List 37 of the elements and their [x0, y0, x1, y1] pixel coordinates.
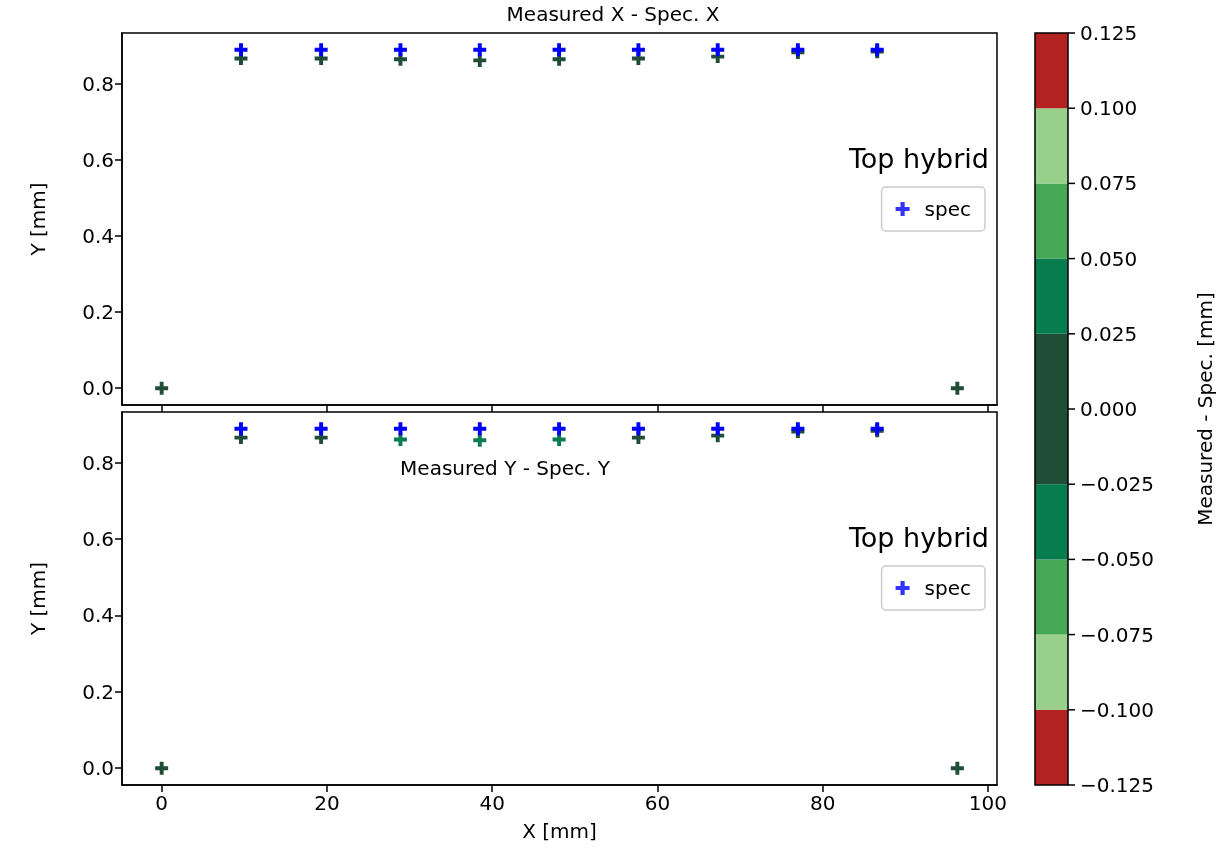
y-axis-title: Y [mm]: [26, 182, 50, 257]
color-bar-label: 0.100: [1080, 96, 1138, 121]
x-tick-label: 60: [644, 791, 671, 815]
color-bar-label: −0.025: [1080, 472, 1155, 497]
annotation: Top hybrid: [847, 143, 990, 174]
y-axis-title: Y [mm]: [26, 561, 50, 637]
color-bar-label: 0.125: [1080, 21, 1138, 45]
x-tick-label: 80: [809, 791, 836, 815]
x-tick-label: 100: [968, 791, 1007, 815]
x-axis-title: X [mm]: [522, 819, 597, 843]
x-tick-label: 40: [479, 791, 505, 815]
color-bar-label: −0.125: [1080, 773, 1155, 797]
color-bar-title: Measured - Spec. [mm]: [1193, 292, 1217, 526]
x-tick-label: 0: [155, 791, 169, 815]
color-bar-label: −0.100: [1080, 697, 1155, 722]
y-tick-label: 0.2: [82, 679, 114, 704]
color-bar-label: 0.075: [1080, 171, 1138, 196]
color-bar-label: 0.000: [1080, 397, 1138, 421]
y-tick-label: 0.8: [82, 71, 114, 96]
annotation: Top hybrid: [847, 522, 990, 553]
y-tick-label: 0.0: [82, 756, 114, 781]
x-tick-label: 20: [314, 791, 340, 815]
color-bar-label: 0.050: [1080, 246, 1138, 271]
color-bar-label: 0.025: [1080, 321, 1138, 346]
y-tick-label: 0.2: [82, 300, 114, 325]
text: Measured Y - Spec. Y: [400, 456, 611, 480]
color-bar-label: −0.050: [1080, 547, 1155, 572]
legend-label: spec: [924, 576, 972, 600]
y-tick-label: 0.0: [82, 376, 114, 401]
color-bar-label: −0.075: [1080, 622, 1155, 647]
y-tick-label: 0.4: [82, 603, 114, 628]
chart-title: Measured X - Spec. X: [506, 2, 720, 26]
y-tick-label: 0.4: [82, 223, 114, 248]
legend-label: spec: [924, 197, 972, 221]
y-tick-label: 0.6: [82, 147, 114, 172]
y-tick-label: 0.6: [82, 527, 114, 552]
y-tick-label: 0.8: [82, 450, 114, 475]
